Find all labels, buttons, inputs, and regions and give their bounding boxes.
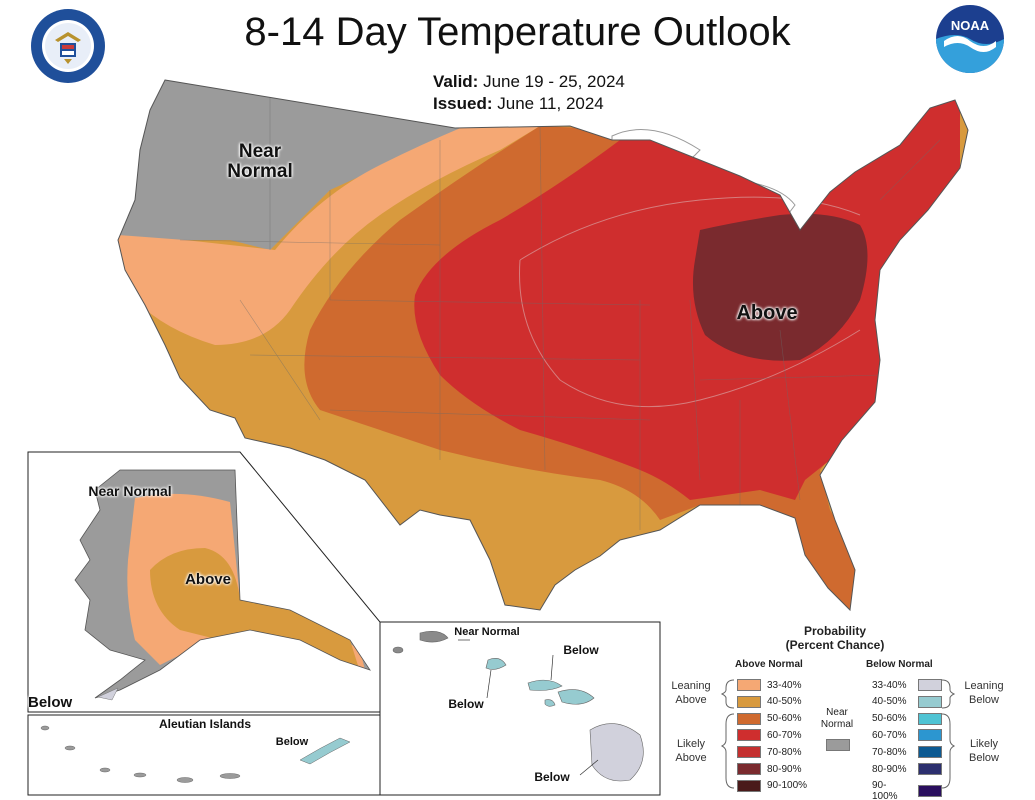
legend-leaning-above: Leaning Above <box>671 680 711 706</box>
hawaii-below-big-label: Below <box>534 770 570 784</box>
legend-title-text: Probability <box>803 624 866 638</box>
above-legend-label: 70-80% <box>767 746 802 758</box>
below-legend-label: 70-80% <box>872 746 907 758</box>
below-legend-row: 50-60% <box>872 712 942 725</box>
below-legend-label: 50-60% <box>872 713 907 725</box>
aleutian-islands-shapes <box>40 725 241 783</box>
above-legend-label: 90-100% <box>767 780 808 792</box>
below-legend-row: 80-90% <box>872 763 942 775</box>
legend-below-header: Below Normal <box>866 659 933 670</box>
page-title: 8-14 Day Temperature Outlook <box>244 10 791 54</box>
above-legend-row: 33-40% <box>737 679 801 691</box>
above-legend-label: 40-50% <box>767 696 802 708</box>
below-legend-swatch <box>918 679 942 691</box>
above-legend-swatch <box>737 729 761 742</box>
below-legend-label: 60-70% <box>872 729 907 741</box>
above-legend-swatch <box>737 763 761 775</box>
conus-outline <box>117 79 969 612</box>
above-legend-row: 70-80% <box>737 746 802 759</box>
alaska-above-label: Above <box>185 571 231 588</box>
conus-above-80-90 <box>692 213 868 361</box>
noaa-logo-icon: NOAA <box>936 5 1004 73</box>
conus-near-normal-label: Near Normal <box>227 141 293 182</box>
alaska-below-label: Below <box>28 694 73 711</box>
legend-above-brace <box>720 679 735 789</box>
hawaii-below-east-label: Below <box>563 643 599 657</box>
below-legend-swatch <box>918 729 942 742</box>
above-legend-swatch <box>737 695 761 708</box>
below-legend-swatch <box>918 784 942 797</box>
above-legend-row: 40-50% <box>737 695 802 708</box>
issued-line: Issued: June 11, 2024 <box>433 94 604 114</box>
legend-likely-below: Likely Below <box>969 738 999 764</box>
above-legend-row: 50-60% <box>737 712 802 725</box>
above-legend-row: 60-70% <box>737 729 802 742</box>
legend-likely-above: Likely Above <box>675 738 707 764</box>
above-legend-swatch <box>737 779 761 792</box>
below-legend-label: 90-100% <box>872 779 898 800</box>
below-legend-label: 40-50% <box>872 696 907 708</box>
above-legend-swatch <box>737 712 761 725</box>
below-legend-label: 80-90% <box>872 763 907 775</box>
state-boundaries <box>179 90 941 530</box>
below-legend-label: 33-40% <box>872 679 907 691</box>
above-legend-label: 33-40% <box>767 679 802 691</box>
above-legend-label: 60-70% <box>767 729 802 741</box>
conus-above-33-40 <box>118 120 540 345</box>
above-legend-label: 50-60% <box>767 713 802 725</box>
hawaii-below-oahu-label: Below <box>448 697 484 711</box>
legend-below-brace <box>941 679 956 789</box>
above-legend-row: 80-90% <box>737 763 801 775</box>
legend-near-normal-swatch <box>826 739 850 751</box>
legend-subtitle-text: (Percent Chance) <box>785 638 885 653</box>
below-legend-swatch <box>918 763 942 775</box>
issued-label: Issued: <box>433 94 493 113</box>
aleutian-title: Aleutian Islands <box>158 717 252 731</box>
legend-near-normal-label: Near Normal <box>820 707 854 730</box>
valid-value: June 19 - 25, 2024 <box>483 72 625 91</box>
below-legend-swatch <box>918 712 942 725</box>
hawaii-near-normal-label: Near Normal <box>454 626 520 638</box>
aleutian-below-label: Below <box>275 736 309 748</box>
below-legend-row: 70-80% <box>872 746 942 759</box>
legend-above-header: Above Normal <box>735 659 803 670</box>
above-legend-swatch <box>737 746 761 759</box>
above-legend-label: 80-90% <box>767 763 802 775</box>
valid-label: Valid: <box>433 72 479 91</box>
below-legend-row: 40-50% <box>872 695 942 708</box>
below-legend-row: 60-70% <box>872 729 942 742</box>
legend-leaning-below: Leaning Below <box>964 680 1004 706</box>
valid-line: Valid: June 19 - 25, 2024 <box>433 72 625 92</box>
below-legend-swatch <box>918 746 942 759</box>
noaa-logo-text: NOAA <box>951 18 990 33</box>
below-legend-row: 90-100% <box>872 780 942 800</box>
commerce-seal-icon <box>31 9 105 83</box>
below-legend-swatch <box>918 695 942 708</box>
hawaii-islands-shapes <box>392 631 644 782</box>
issued-value: June 11, 2024 <box>497 94 604 113</box>
above-legend-swatch <box>737 679 761 691</box>
above-legend-row: 90-100% <box>737 779 808 792</box>
conus-above-label: Above <box>736 302 798 324</box>
below-legend-row: 33-40% <box>872 679 942 691</box>
legend-title: Probability (Percent Chance) <box>760 624 910 653</box>
alaska-near-normal-label: Near Normal <box>88 483 172 499</box>
